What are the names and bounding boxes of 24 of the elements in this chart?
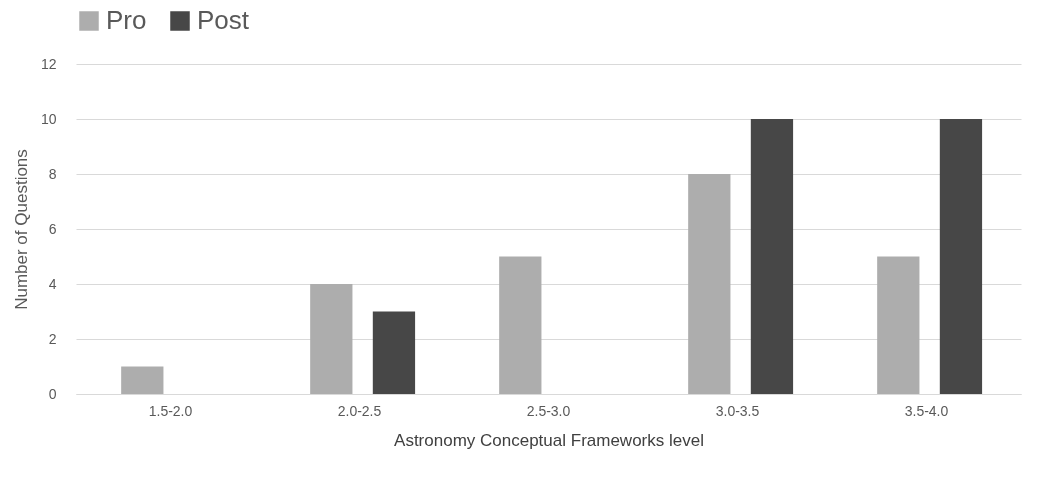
legend-label: Post bbox=[197, 5, 250, 35]
x-tick-label: 2.0-2.5 bbox=[337, 402, 382, 419]
bar bbox=[372, 311, 416, 394]
y-axis-title: Number of Questions bbox=[11, 149, 31, 310]
bar bbox=[750, 119, 794, 394]
x-tick-label: 3.0-3.5 bbox=[715, 402, 760, 419]
legend-label: Pro bbox=[106, 5, 147, 35]
bar bbox=[499, 256, 542, 394]
bar bbox=[939, 119, 983, 394]
bar bbox=[121, 366, 164, 394]
x-tick-label: 2.5-3.0 bbox=[526, 402, 571, 419]
y-tick-label: 12 bbox=[40, 55, 57, 72]
x-axis-title: Astronomy Conceptual Frameworks level bbox=[394, 430, 704, 450]
y-tick-label: 6 bbox=[48, 220, 57, 237]
bar bbox=[310, 284, 353, 394]
y-tick-label: 2 bbox=[48, 330, 57, 347]
bar bbox=[877, 256, 920, 394]
y-tick-label: 8 bbox=[48, 165, 57, 182]
x-tick-label: 1.5-2.0 bbox=[148, 402, 193, 419]
x-tick-label: 3.5-4.0 bbox=[904, 402, 949, 419]
y-tick-label: 0 bbox=[48, 385, 57, 402]
y-tick-label: 10 bbox=[40, 110, 57, 127]
bar bbox=[688, 174, 731, 394]
y-tick-label: 4 bbox=[48, 275, 57, 292]
